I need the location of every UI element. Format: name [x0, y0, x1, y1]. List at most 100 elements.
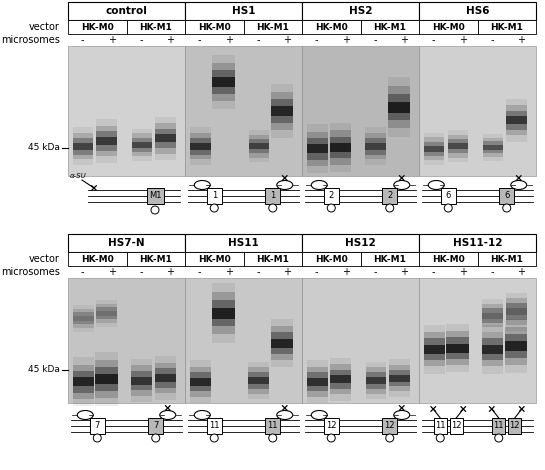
Bar: [302, 278, 419, 403]
Bar: [441, 188, 456, 204]
Bar: [248, 377, 269, 384]
Bar: [72, 371, 94, 377]
Bar: [447, 130, 468, 143]
Text: HK-M1: HK-M1: [490, 23, 523, 31]
Bar: [482, 354, 503, 374]
Bar: [307, 386, 328, 392]
Bar: [424, 152, 444, 165]
Text: vector: vector: [29, 22, 60, 32]
Bar: [483, 150, 502, 153]
Bar: [330, 383, 351, 401]
Bar: [423, 338, 445, 345]
Text: 7: 7: [153, 422, 159, 431]
Bar: [213, 300, 235, 307]
Bar: [447, 149, 468, 157]
Bar: [366, 367, 386, 377]
Text: HK-M1: HK-M1: [373, 254, 406, 264]
Text: HK-M1: HK-M1: [256, 23, 289, 31]
Bar: [155, 382, 175, 400]
Bar: [213, 319, 235, 326]
Bar: [388, 113, 410, 120]
Circle shape: [210, 434, 218, 442]
Bar: [132, 148, 152, 152]
Bar: [388, 113, 410, 137]
Bar: [72, 321, 94, 324]
Bar: [389, 359, 410, 375]
Bar: [147, 188, 164, 204]
Text: 12: 12: [385, 422, 395, 431]
Bar: [155, 142, 175, 148]
Bar: [271, 116, 293, 123]
Text: 6: 6: [446, 191, 451, 201]
Bar: [132, 133, 152, 142]
Text: -: -: [81, 35, 84, 45]
Bar: [307, 153, 328, 166]
Bar: [190, 149, 211, 155]
Text: 11: 11: [268, 422, 278, 431]
Bar: [96, 145, 117, 150]
Text: +: +: [342, 35, 350, 45]
Bar: [271, 332, 293, 338]
Text: HK-M0: HK-M0: [198, 23, 231, 31]
Bar: [90, 418, 105, 434]
Bar: [307, 378, 328, 386]
Text: 11: 11: [494, 422, 504, 431]
Text: HS6: HS6: [466, 6, 489, 16]
Text: 45 kDa: 45 kDa: [28, 366, 60, 375]
Text: 2: 2: [387, 191, 392, 201]
Bar: [419, 234, 536, 252]
Bar: [131, 384, 152, 402]
Text: 7: 7: [95, 422, 100, 431]
Bar: [190, 127, 211, 142]
Bar: [131, 376, 152, 384]
Bar: [271, 106, 293, 116]
Bar: [482, 319, 503, 332]
Bar: [213, 55, 235, 78]
Text: +: +: [517, 35, 525, 45]
Text: 45 kDa: 45 kDa: [28, 143, 60, 152]
Text: -: -: [140, 35, 143, 45]
Bar: [213, 319, 235, 343]
Bar: [424, 146, 444, 152]
Bar: [190, 360, 211, 378]
Text: 11: 11: [435, 422, 445, 431]
Text: microsomes: microsomes: [1, 35, 60, 45]
Bar: [434, 418, 447, 434]
Bar: [482, 338, 503, 345]
Bar: [330, 364, 351, 375]
Bar: [389, 369, 410, 375]
Bar: [307, 367, 328, 378]
Bar: [482, 354, 503, 360]
Text: +: +: [225, 35, 233, 45]
Text: +: +: [166, 35, 174, 45]
Bar: [185, 252, 244, 266]
Circle shape: [93, 434, 101, 442]
Text: HK-M0: HK-M0: [315, 23, 348, 31]
Bar: [324, 188, 339, 204]
Bar: [419, 2, 536, 20]
Bar: [388, 102, 410, 113]
Bar: [95, 374, 118, 384]
Bar: [213, 78, 235, 87]
Bar: [389, 382, 410, 397]
Bar: [330, 123, 351, 143]
Bar: [95, 384, 118, 391]
Bar: [68, 2, 185, 20]
Bar: [365, 149, 386, 155]
Bar: [365, 133, 386, 142]
Bar: [73, 142, 93, 149]
Bar: [68, 46, 185, 176]
Bar: [505, 334, 527, 340]
Text: HK-M0: HK-M0: [315, 254, 348, 264]
Bar: [213, 319, 235, 334]
Text: microsomes: microsomes: [1, 267, 60, 277]
Bar: [482, 354, 503, 366]
Bar: [155, 142, 175, 160]
Bar: [505, 351, 527, 365]
Bar: [482, 319, 503, 323]
Bar: [360, 20, 419, 34]
Text: HK-M0: HK-M0: [198, 254, 231, 264]
Bar: [307, 372, 328, 378]
Bar: [126, 252, 185, 266]
Bar: [366, 377, 386, 384]
